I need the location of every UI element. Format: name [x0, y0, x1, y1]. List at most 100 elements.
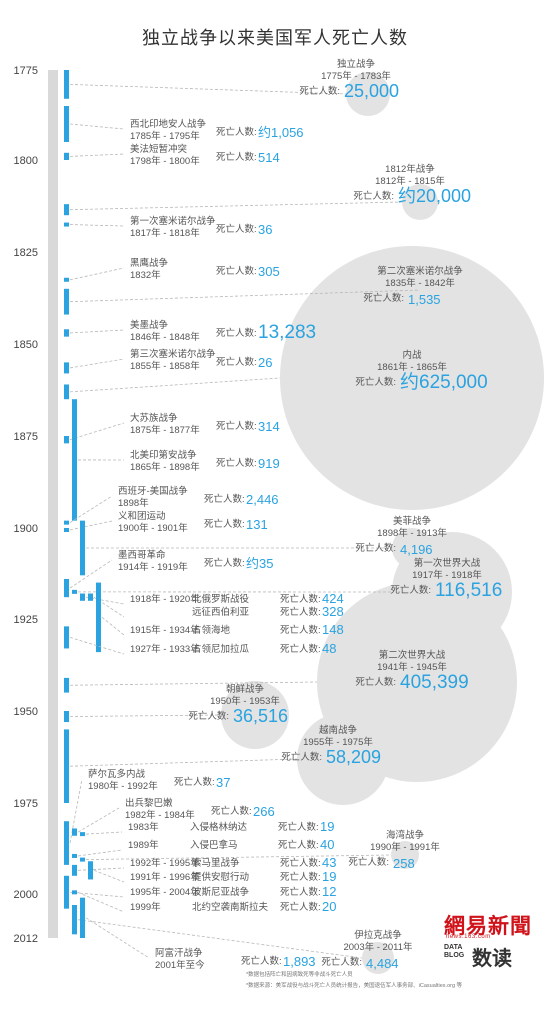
war-duration-bar — [64, 384, 69, 400]
war-duration-bar — [64, 875, 69, 909]
war-name: 海湾战争 — [386, 829, 425, 841]
war-name: 1812年战争 — [385, 163, 435, 175]
war-name: 义和团运动 — [118, 511, 166, 522]
leader-line — [77, 919, 363, 959]
deaths-value: 26 — [258, 355, 272, 370]
war-duration-bar — [72, 905, 77, 935]
war-name: 第一次世界大战 — [414, 557, 481, 569]
war-years: 1898年 — [118, 497, 149, 509]
leader-line — [69, 637, 125, 655]
deaths-label: 死亡人数: — [280, 643, 321, 655]
year-tick-label: 1775 — [14, 65, 38, 77]
deaths-label: 死亡人数: — [278, 839, 319, 851]
war-years: 2003年 - 2011年 — [343, 941, 413, 953]
leader-line — [85, 854, 392, 860]
war-years: 1875年 - 1877年 — [130, 424, 200, 436]
war-duration-bar — [72, 864, 77, 876]
war-name: 美墨战争 — [130, 319, 169, 331]
year-tick-label: 1900 — [14, 523, 38, 535]
deaths-label: 死亡人数: — [353, 190, 394, 202]
year-tick-label: 1875 — [14, 431, 38, 443]
deaths-value: 919 — [258, 456, 280, 471]
war-duration-bar — [64, 106, 69, 142]
war-duration-bar — [64, 729, 69, 803]
leader-line — [69, 422, 125, 441]
year-tick-label: 2000 — [14, 889, 38, 901]
leader-line — [69, 358, 125, 369]
leader-line — [93, 869, 125, 883]
deaths-value: 131 — [246, 517, 268, 532]
leader-line — [85, 831, 123, 835]
deaths-value: 2,446 — [246, 492, 279, 507]
leader-line — [69, 758, 298, 767]
deaths-label: 死亡人数: — [216, 151, 257, 163]
war-years: 1983年 — [128, 821, 159, 833]
deaths-value: 约1,056 — [258, 125, 304, 140]
war-duration-bar — [64, 578, 69, 598]
war-years: 1927年 - 1933年 — [130, 643, 200, 655]
war-years: 1914年 - 1919年 — [118, 561, 188, 573]
leader-line — [69, 559, 113, 589]
leader-line — [69, 681, 318, 686]
deaths-value: 36,516 — [233, 706, 288, 726]
leader-line — [77, 891, 125, 913]
deaths-label: 死亡人数: — [204, 493, 245, 505]
war-years: 1982年 - 1984年 — [125, 809, 195, 821]
deaths-label: 死亡人数: — [355, 542, 396, 554]
war-name: 美菲战争 — [393, 515, 432, 527]
deaths-value: 25,000 — [344, 81, 399, 101]
war-duration-bar — [80, 832, 85, 837]
war-years: 1999年 — [130, 901, 161, 913]
leader-line — [69, 224, 125, 227]
death-bubble — [391, 841, 419, 869]
death-bubble — [362, 942, 394, 974]
war-name: 黑鹰战争 — [130, 257, 169, 269]
war-duration-bar — [64, 152, 69, 160]
footnote-source: *数据来源：美军战役与战斗死亡人员统计报告，美国退伍军人事务部、iCasualt… — [246, 983, 463, 989]
death-bubble — [402, 184, 438, 220]
deaths-label: 死亡人数: — [280, 606, 321, 618]
war-years: 1861年 - 1865年 — [377, 361, 447, 373]
war-duration-bar — [80, 897, 85, 938]
war-duration-bar — [88, 861, 93, 880]
war-name: 北约空袭南斯拉夫 — [192, 901, 269, 913]
year-tick-label: 1850 — [14, 339, 38, 351]
chart-title: 独立战争以来美国军人死亡人数 — [142, 28, 408, 48]
war-duration-bar — [64, 277, 69, 282]
death-bubble — [297, 713, 389, 805]
leader-line — [69, 289, 421, 303]
leader-line — [69, 123, 125, 130]
war-name: 内战 — [402, 349, 422, 361]
war-years: 1989年 — [128, 839, 159, 851]
war-years: 1785年 - 1795年 — [130, 130, 200, 142]
leader-line — [85, 917, 150, 959]
leader-line — [69, 377, 281, 393]
deaths-value: 514 — [258, 150, 280, 165]
war-years: 1900年 - 1901年 — [118, 522, 188, 534]
year-tick-label: 2012 — [14, 933, 38, 945]
war-years: 1955年 - 1975年 — [303, 736, 373, 748]
deaths-value: 20 — [322, 899, 336, 914]
war-duration-bar — [64, 528, 69, 532]
war-name: 美法短暂冲突 — [130, 143, 188, 155]
war-name: 占领海地 — [192, 624, 231, 636]
leader-line — [69, 201, 403, 211]
war-years: 1980年 - 1992年 — [88, 780, 158, 792]
year-tick-label: 1800 — [14, 155, 38, 167]
year-tick-label: 1825 — [14, 247, 38, 259]
deaths-label: 死亡人数: — [355, 376, 396, 388]
deaths-value: 36 — [258, 222, 272, 237]
year-tick-label: 1950 — [14, 706, 38, 718]
war-name: 索马里战争 — [192, 857, 240, 869]
deaths-label: 死亡人数: — [280, 871, 321, 883]
war-name: 越南战争 — [319, 724, 358, 736]
deaths-label: 死亡人数: — [280, 901, 321, 913]
deaths-value: 314 — [258, 419, 280, 434]
deaths-label: 死亡人数: — [280, 857, 321, 869]
war-duration-bar — [88, 593, 93, 601]
war-years: 1918年 - 1920年 — [130, 593, 200, 605]
war-name: 占领尼加拉瓜 — [192, 643, 250, 655]
war-duration-bar — [64, 222, 69, 227]
war-name: 入侵格林纳达 — [190, 821, 248, 833]
year-tick-label: 1975 — [14, 798, 38, 810]
